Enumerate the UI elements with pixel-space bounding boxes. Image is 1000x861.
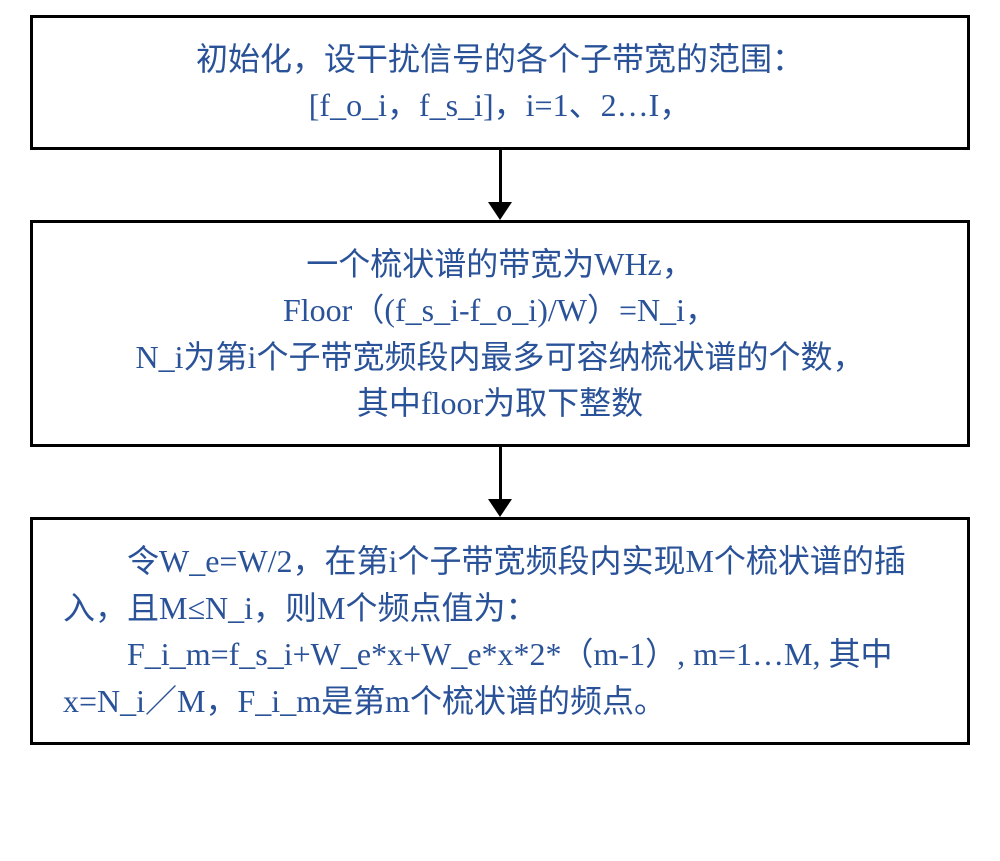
flowchart-box-1: 初始化，设干扰信号的各个子带宽的范围： [f_o_i，f_s_i]，i=1、2……	[30, 15, 970, 150]
box3-line1: 令W_e=W/2，在第i个子带宽频段内实现M个梳状谱的插入，且M≤N_i，则M个…	[63, 538, 937, 631]
box1-line2: [f_o_i，f_s_i]，i=1、2…I，	[63, 82, 937, 128]
flowchart-container: 初始化，设干扰信号的各个子带宽的范围： [f_o_i，f_s_i]，i=1、2……	[30, 15, 970, 745]
flowchart-box-3: 令W_e=W/2，在第i个子带宽频段内实现M个梳状谱的插入，且M≤N_i，则M个…	[30, 517, 970, 745]
arrow-head-icon	[488, 499, 512, 517]
arrow-2	[488, 447, 512, 517]
arrow-head-icon	[488, 202, 512, 220]
box2-line1: 一个梳状谱的带宽为WHz，	[63, 241, 937, 287]
box1-line1: 初始化，设干扰信号的各个子带宽的范围：	[63, 36, 937, 82]
arrow-line	[499, 150, 502, 202]
box2-line4: 其中floor为取下整数	[63, 380, 937, 426]
arrow-1	[488, 150, 512, 220]
flowchart-box-2: 一个梳状谱的带宽为WHz， Floor（(f_s_i-f_o_i)/W）=N_i…	[30, 220, 970, 448]
box2-line3: N_i为第i个子带宽频段内最多可容纳梳状谱的个数，	[63, 334, 937, 380]
box2-line2: Floor（(f_s_i-f_o_i)/W）=N_i，	[63, 287, 937, 333]
box3-line2: F_i_m=f_s_i+W_e*x+W_e*x*2*（m-1）, m=1…M, …	[63, 631, 937, 724]
arrow-line	[499, 447, 502, 499]
